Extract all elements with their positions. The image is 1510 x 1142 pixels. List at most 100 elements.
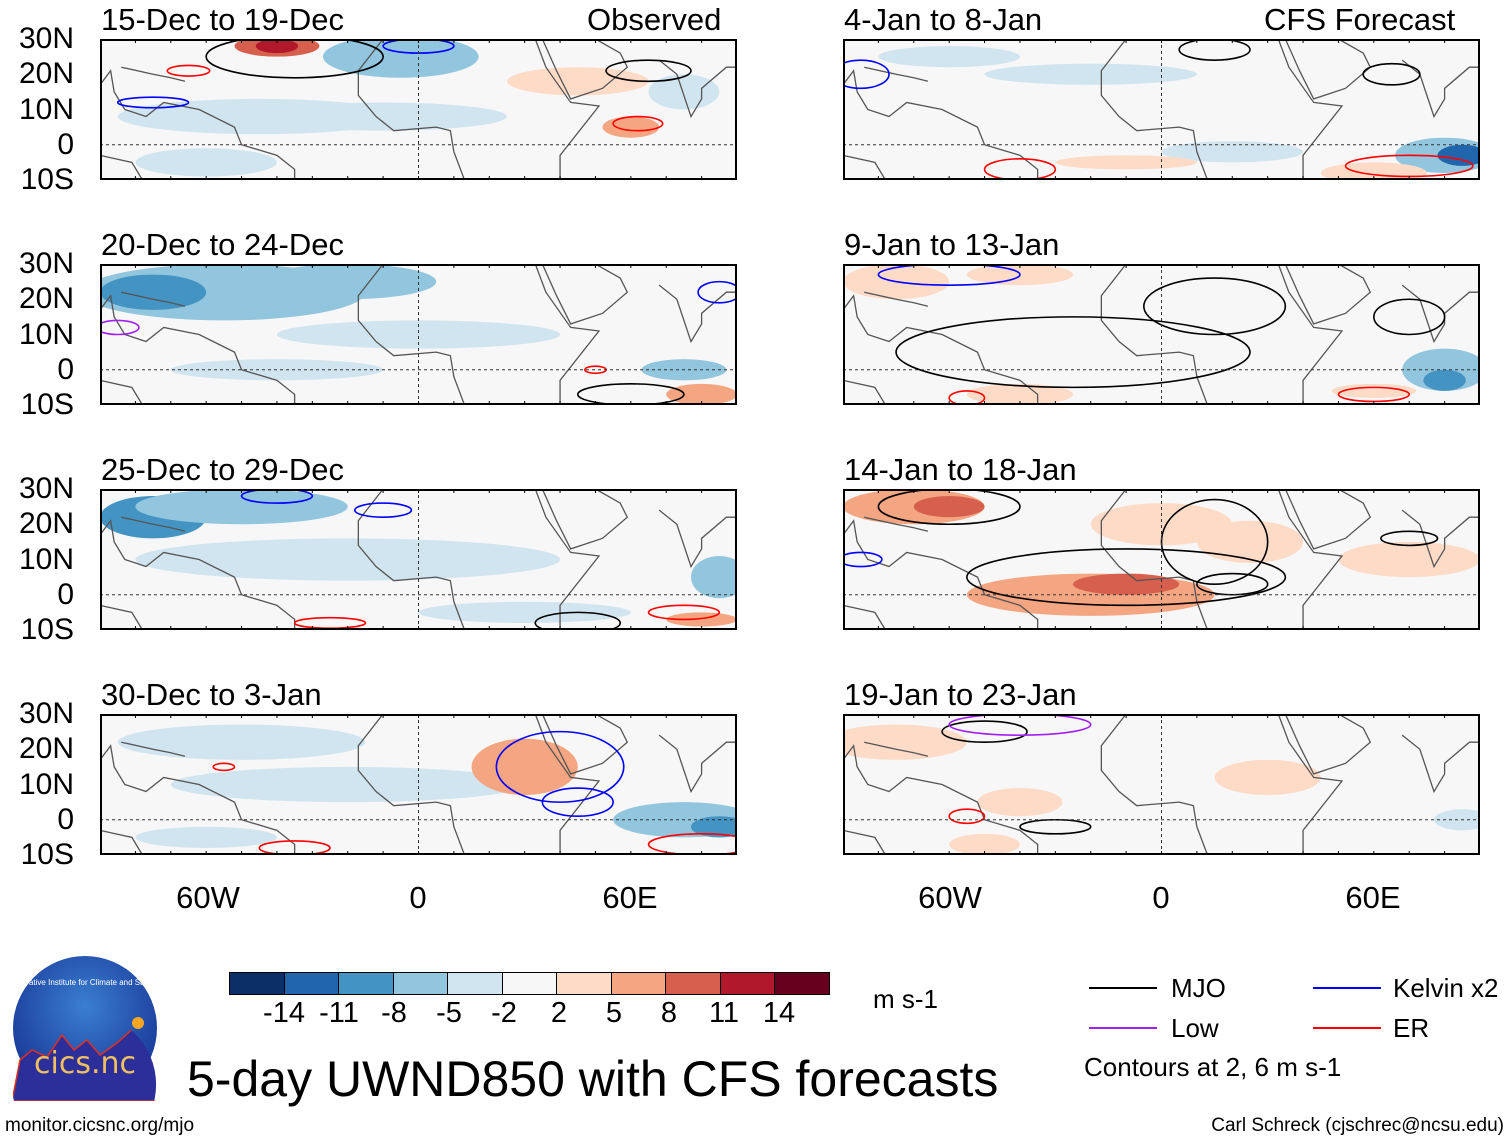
colorbar-units: m s-1 <box>873 984 938 1014</box>
map-canvas <box>843 489 1480 630</box>
figure-title: 5-day UWND850 with CFS forecasts <box>187 1051 999 1107</box>
wind-anomaly-shading <box>949 833 1020 855</box>
panel-title: 9-Jan to 13-Jan <box>844 227 1060 262</box>
coastline <box>1284 714 1372 775</box>
map-canvas <box>843 264 1480 405</box>
coastline <box>121 66 186 82</box>
coastline <box>1277 489 1344 630</box>
colorbar-swatch <box>448 973 503 994</box>
coastline <box>1100 489 1209 630</box>
wind-anomaly-shading <box>117 724 366 760</box>
wave-contour <box>166 64 211 77</box>
panel-frame <box>100 264 737 405</box>
wave-contour <box>983 158 1057 180</box>
legend-mjo-label: MJO <box>1171 973 1226 1003</box>
coastline <box>100 829 144 855</box>
wind-anomaly-shading <box>1331 383 1417 398</box>
map-canvas <box>100 264 737 405</box>
map-canvas <box>100 39 737 180</box>
coastline <box>843 154 887 180</box>
wave-contour <box>647 833 737 855</box>
coastline <box>1284 39 1372 100</box>
coastline <box>121 291 186 307</box>
coastline <box>658 59 737 119</box>
wind-anomaly-shading <box>418 601 631 623</box>
lon-label-right-60w: 60W <box>918 880 982 915</box>
wave-contour <box>843 59 890 90</box>
wave-contour <box>576 383 685 405</box>
wind-anomaly-shading <box>666 383 737 405</box>
wave-contour <box>1160 498 1269 585</box>
map-panel <box>843 489 1480 630</box>
coastline <box>541 714 629 775</box>
lat-label: 30N <box>18 22 74 55</box>
forecast-label: CFS Forecast <box>1264 2 1456 37</box>
panel-title: 20-Dec to 24-Dec <box>101 227 344 262</box>
coastline <box>541 489 629 550</box>
wind-anomaly-shading <box>1090 503 1233 546</box>
svg-text:Cooperative Institute for Clim: Cooperative Institute for Climate and Sa… <box>12 978 158 987</box>
coastline <box>1277 264 1344 405</box>
wave-contour <box>612 115 664 132</box>
wind-anomaly-shading <box>648 74 720 110</box>
wave-contour <box>1362 62 1421 86</box>
wind-anomaly-shading <box>506 67 649 96</box>
wind-anomaly-shading <box>135 538 561 581</box>
panel-title: 19-Jan to 23-Jan <box>844 677 1077 712</box>
wave-contour <box>541 787 614 818</box>
coastline <box>534 489 601 630</box>
panel-frame <box>843 489 1480 630</box>
coastline <box>843 519 1039 630</box>
coastline <box>121 741 186 757</box>
wind-anomaly-shading <box>259 264 437 300</box>
coastline <box>541 39 629 100</box>
lat-label: 20N <box>18 507 74 541</box>
wind-anomaly-shading <box>322 39 479 78</box>
coastline <box>864 291 929 307</box>
coastline <box>357 264 466 405</box>
wave-contour <box>495 730 625 803</box>
lon-label-left-60e: 60E <box>602 880 658 915</box>
wave-contour <box>205 39 384 79</box>
wind-anomaly-shading <box>276 320 561 349</box>
lat-label: 10S <box>20 838 74 871</box>
wave-contour <box>877 489 1021 526</box>
map-panel <box>100 714 737 855</box>
lat-label: 20N <box>18 732 74 766</box>
map-panel <box>100 264 737 405</box>
lat-label: 10N <box>18 542 74 576</box>
coastline <box>121 516 186 532</box>
wind-anomaly-shading <box>170 766 525 803</box>
footer-credit: Carl Schreck (cjschrec@ncsu.edu) <box>1211 1115 1504 1136</box>
wind-anomaly-shading <box>471 738 578 796</box>
lat-label: 10N <box>18 767 74 801</box>
wind-anomaly-shading <box>259 102 507 131</box>
legend-mjo-line <box>1089 987 1157 989</box>
wave-contour <box>647 604 721 621</box>
coastline <box>843 744 1039 855</box>
coastline <box>357 714 466 855</box>
colorbar-tick-label: -14 <box>263 997 305 1029</box>
wind-anomaly-shading <box>100 274 207 310</box>
coastline <box>843 604 887 630</box>
colorbar-swatch <box>230 973 285 994</box>
coastline <box>864 516 929 532</box>
wind-anomaly-shading <box>691 816 737 838</box>
legend-low-label: Low <box>1171 1013 1219 1043</box>
wind-anomaly-shading <box>878 46 1020 68</box>
lat-label: 0 <box>57 127 74 161</box>
wave-contour <box>941 720 1028 743</box>
panel-title: 4-Jan to 8-Jan <box>844 2 1043 37</box>
panel-title: 15-Dec to 19-Dec <box>101 2 344 37</box>
map-panel <box>100 489 737 630</box>
colorbar-tick-label: 8 <box>660 997 678 1029</box>
coastline <box>1284 489 1372 550</box>
cics-logo: cics.nc Cooperative Institute for Climat… <box>12 956 158 1101</box>
footer-url: monitor.cicsnc.org/mjo <box>5 1115 195 1136</box>
wind-anomaly-shading <box>1437 144 1480 166</box>
wind-anomaly-shading <box>1161 141 1304 163</box>
coastline <box>658 734 737 794</box>
coastline <box>100 294 296 405</box>
colorbar-tick-label: 11 <box>708 997 740 1029</box>
coastline <box>1277 714 1344 855</box>
